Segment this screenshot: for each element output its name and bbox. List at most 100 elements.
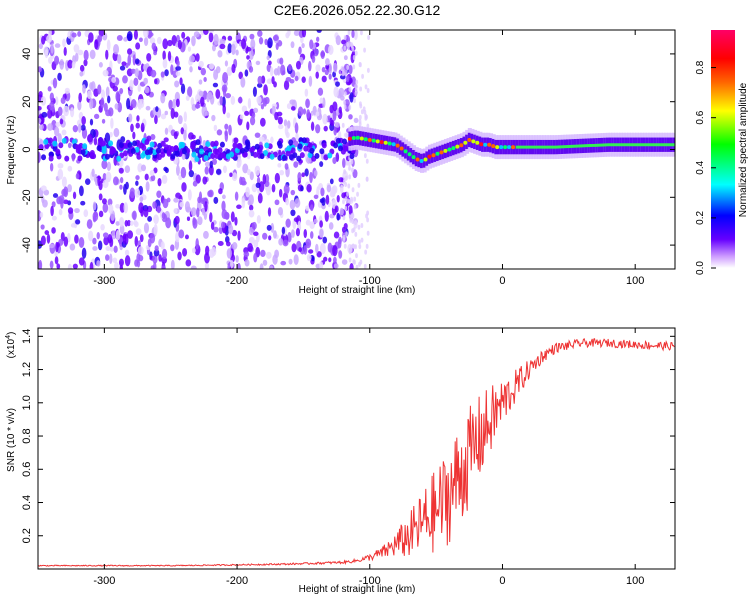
heatmap-cell xyxy=(355,253,358,259)
heatmap-cell xyxy=(346,64,350,70)
heatmap-cell xyxy=(342,215,346,221)
spectrogram-y-axis-label: Frequency (Hz) xyxy=(6,116,17,185)
heatmap-cell xyxy=(349,244,353,250)
heatmap-cell xyxy=(171,34,177,47)
heatmap-cell xyxy=(41,154,47,161)
heatmap-cell xyxy=(203,154,209,161)
heatmap-cell xyxy=(286,103,292,110)
heatmap-cell xyxy=(41,35,46,45)
heatmap-cell xyxy=(193,31,200,38)
snr-exponent-label: (x104) xyxy=(5,332,17,359)
heatmap-cell xyxy=(284,163,289,170)
heatmap-cell xyxy=(54,256,59,265)
heatmap-cell xyxy=(225,93,232,99)
heatmap-cell xyxy=(202,90,208,100)
heatmap-cell xyxy=(52,193,59,198)
heatmap-cell xyxy=(200,67,207,76)
heatmap-cell xyxy=(262,97,268,107)
heatmap-cell xyxy=(89,153,95,160)
heatmap-cell xyxy=(354,244,358,250)
heatmap-cell xyxy=(180,127,185,135)
heatmap-cell xyxy=(77,30,82,37)
colorbar-tick-label: 0.8 xyxy=(695,60,706,74)
heatmap-cell xyxy=(184,234,189,240)
heatmap-cell xyxy=(343,243,347,249)
heatmap-cell xyxy=(236,262,241,269)
heatmap-cell xyxy=(240,77,246,88)
heatmap-cell xyxy=(229,151,235,158)
heatmap-cell xyxy=(57,72,62,82)
heatmap-cell xyxy=(124,249,130,256)
heatmap-cell xyxy=(219,38,226,45)
heatmap-cell xyxy=(175,98,180,108)
colorbar-tick-label: 0.4 xyxy=(695,160,706,174)
heatmap-cell xyxy=(217,240,224,247)
heatmap-cell xyxy=(415,157,420,162)
heatmap-cell xyxy=(209,212,213,223)
heatmap-cell xyxy=(269,153,275,160)
heatmap-cell xyxy=(316,30,322,33)
heatmap-cell xyxy=(109,246,114,252)
heatmap-cell xyxy=(110,117,114,129)
heatmap-cell xyxy=(455,144,460,149)
heatmap-cell xyxy=(348,205,353,216)
heatmap-cell xyxy=(81,116,86,126)
heatmap-cell xyxy=(353,259,356,265)
heatmap-cell xyxy=(46,233,51,244)
heatmap-cell xyxy=(137,246,144,256)
heatmap-cell xyxy=(160,71,165,78)
heatmap-cell xyxy=(164,127,169,135)
heatmap-cell xyxy=(173,208,178,214)
snr-y-ticks: 0.2 0.4 0.6 0.8 1.0 1.2 1.4 xyxy=(21,329,675,543)
heatmap-cell xyxy=(143,36,149,47)
heatmap-cell xyxy=(319,242,326,255)
heatmap-cell xyxy=(350,196,354,202)
heatmap-cell xyxy=(281,154,287,161)
heatmap-cell xyxy=(273,230,277,239)
heatmap-cell xyxy=(183,111,188,123)
heatmap-cell xyxy=(257,193,263,204)
heatmap-cell xyxy=(274,199,280,206)
heatmap-cell xyxy=(435,151,440,156)
heatmap-cell xyxy=(130,220,134,226)
heatmap-cell xyxy=(191,134,196,140)
heatmap-cell xyxy=(229,172,233,178)
heatmap-cell xyxy=(52,77,58,89)
heatmap-cell xyxy=(115,203,121,209)
heatmap-cell xyxy=(246,121,250,131)
heatmap-cell xyxy=(80,124,86,131)
heatmap-cell xyxy=(63,236,69,247)
heatmap-cell xyxy=(181,153,186,160)
heatmap-cell xyxy=(301,172,306,178)
heatmap-cell xyxy=(267,37,273,49)
heatmap-cell xyxy=(225,241,231,247)
heatmap-cell xyxy=(132,54,136,66)
heatmap-cell xyxy=(439,150,444,155)
heatmap-cell xyxy=(187,86,193,98)
heatmap-cell xyxy=(249,171,254,181)
heatmap-cell xyxy=(319,161,324,167)
heatmap-cell xyxy=(94,39,99,50)
heatmap-cell xyxy=(59,58,65,70)
heatmap-cell xyxy=(73,44,80,53)
heatmap-cell xyxy=(70,223,76,228)
heatmap-cell xyxy=(205,141,211,148)
heatmap-cell xyxy=(118,141,124,148)
heatmap-cell xyxy=(186,216,191,221)
heatmap-cell xyxy=(211,44,216,52)
heatmap-cell xyxy=(38,151,41,163)
heatmap-cell xyxy=(359,136,364,141)
heatmap-cell xyxy=(352,64,356,70)
heatmap-cell xyxy=(89,261,94,269)
heatmap-cell xyxy=(326,184,332,193)
heatmap-cell xyxy=(102,69,109,77)
heatmap-cell xyxy=(172,98,176,110)
heatmap-cell xyxy=(185,259,192,267)
heatmap-cell xyxy=(403,149,408,154)
heatmap-cell xyxy=(134,188,141,198)
heatmap-cell xyxy=(354,231,358,237)
heatmap-cell xyxy=(315,243,319,254)
heatmap-cell xyxy=(59,118,64,125)
heatmap-cell xyxy=(198,60,204,68)
